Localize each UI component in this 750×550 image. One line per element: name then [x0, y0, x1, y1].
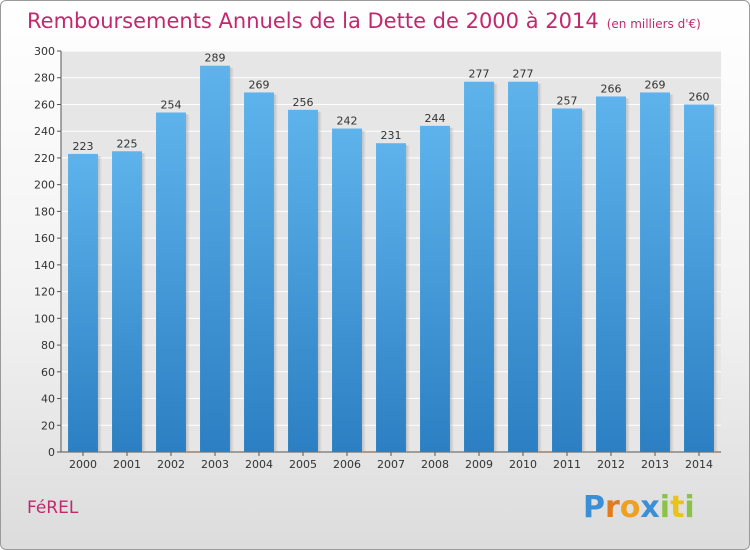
bar-value-label: 231: [381, 129, 402, 142]
y-tick-label: 0: [48, 446, 55, 459]
bar: [508, 81, 538, 452]
y-tick-label: 260: [34, 98, 55, 111]
y-tick-label: 200: [34, 179, 55, 192]
bar: [420, 125, 450, 452]
bar-shadow: [141, 153, 146, 452]
x-tick-label: 2000: [69, 458, 97, 471]
bar: [640, 92, 670, 452]
y-tick-label: 160: [34, 232, 55, 245]
chart-title-text: Remboursements Annuels de la Dette de 20…: [27, 9, 599, 33]
bar-value-label: 277: [513, 68, 534, 81]
x-tick-label: 2001: [113, 458, 141, 471]
x-tick-label: 2010: [509, 458, 537, 471]
bar-shadow: [625, 98, 630, 453]
bar: [244, 92, 274, 452]
x-tick-label: 2011: [553, 458, 581, 471]
bar: [376, 143, 406, 453]
y-tick-label: 80: [41, 339, 55, 352]
bar: [552, 108, 582, 452]
chart-title: Remboursements Annuels de la Dette de 20…: [27, 9, 701, 33]
bar-value-label: 260: [689, 90, 710, 103]
bar-shadow: [361, 130, 366, 452]
y-tick-label: 300: [34, 45, 55, 58]
bar-value-label: 244: [425, 112, 446, 125]
unit-note: (en milliers d'€): [606, 17, 701, 31]
bar-value-label: 225: [117, 137, 138, 150]
bar: [596, 96, 626, 453]
x-tick-label: 2002: [157, 458, 185, 471]
bar-value-label: 254: [161, 98, 182, 111]
bar-value-label: 242: [337, 115, 358, 128]
bar-value-label: 256: [293, 96, 314, 109]
bar-value-label: 269: [249, 78, 270, 91]
x-tick-label: 2008: [421, 458, 449, 471]
bar-value-label: 289: [205, 52, 226, 65]
y-tick-label: 280: [34, 72, 55, 85]
y-tick-label: 220: [34, 152, 55, 165]
bar-value-label: 269: [645, 78, 666, 91]
bar-shadow: [97, 155, 102, 452]
x-tick-label: 2007: [377, 458, 405, 471]
bar-shadow: [581, 110, 586, 452]
y-tick-label: 60: [41, 366, 55, 379]
y-tick-label: 140: [34, 259, 55, 272]
proxiti-logo: Proxiti: [583, 490, 693, 525]
x-tick-label: 2006: [333, 458, 361, 471]
bar-shadow: [713, 106, 718, 452]
bar-value-label: 277: [469, 68, 490, 81]
x-tick-label: 2013: [641, 458, 669, 471]
bar-shadow: [537, 83, 542, 452]
bar: [684, 104, 714, 452]
bar: [156, 112, 186, 452]
bar-shadow: [405, 145, 410, 453]
y-tick-label: 180: [34, 205, 55, 218]
x-tick-label: 2009: [465, 458, 493, 471]
bar-shadow: [669, 94, 674, 452]
bar-shadow: [185, 114, 190, 452]
y-tick-label: 240: [34, 125, 55, 138]
bar: [112, 151, 142, 452]
y-tick-label: 20: [41, 419, 55, 432]
bar: [332, 128, 362, 452]
bar-shadow: [229, 67, 234, 452]
y-tick-label: 120: [34, 286, 55, 299]
x-tick-label: 2005: [289, 458, 317, 471]
x-tick-label: 2003: [201, 458, 229, 471]
y-tick-label: 100: [34, 312, 55, 325]
bar: [200, 65, 230, 452]
bar-value-label: 266: [601, 82, 622, 95]
bar-shadow: [273, 94, 278, 452]
bar: [68, 153, 98, 452]
bar-shadow: [317, 111, 322, 453]
x-tick-label: 2004: [245, 458, 273, 471]
bar-shadow: [449, 127, 454, 452]
bar-value-label: 257: [557, 94, 578, 107]
bar-value-label: 223: [73, 140, 94, 153]
bar-shadow: [493, 83, 498, 452]
y-tick-label: 40: [41, 393, 55, 406]
bar: [288, 109, 318, 453]
x-tick-label: 2014: [685, 458, 713, 471]
bar: [464, 81, 494, 452]
x-tick-label: 2012: [597, 458, 625, 471]
svg-text:Proxiti: Proxiti: [583, 490, 693, 525]
commune-name: FéREL: [27, 498, 79, 518]
